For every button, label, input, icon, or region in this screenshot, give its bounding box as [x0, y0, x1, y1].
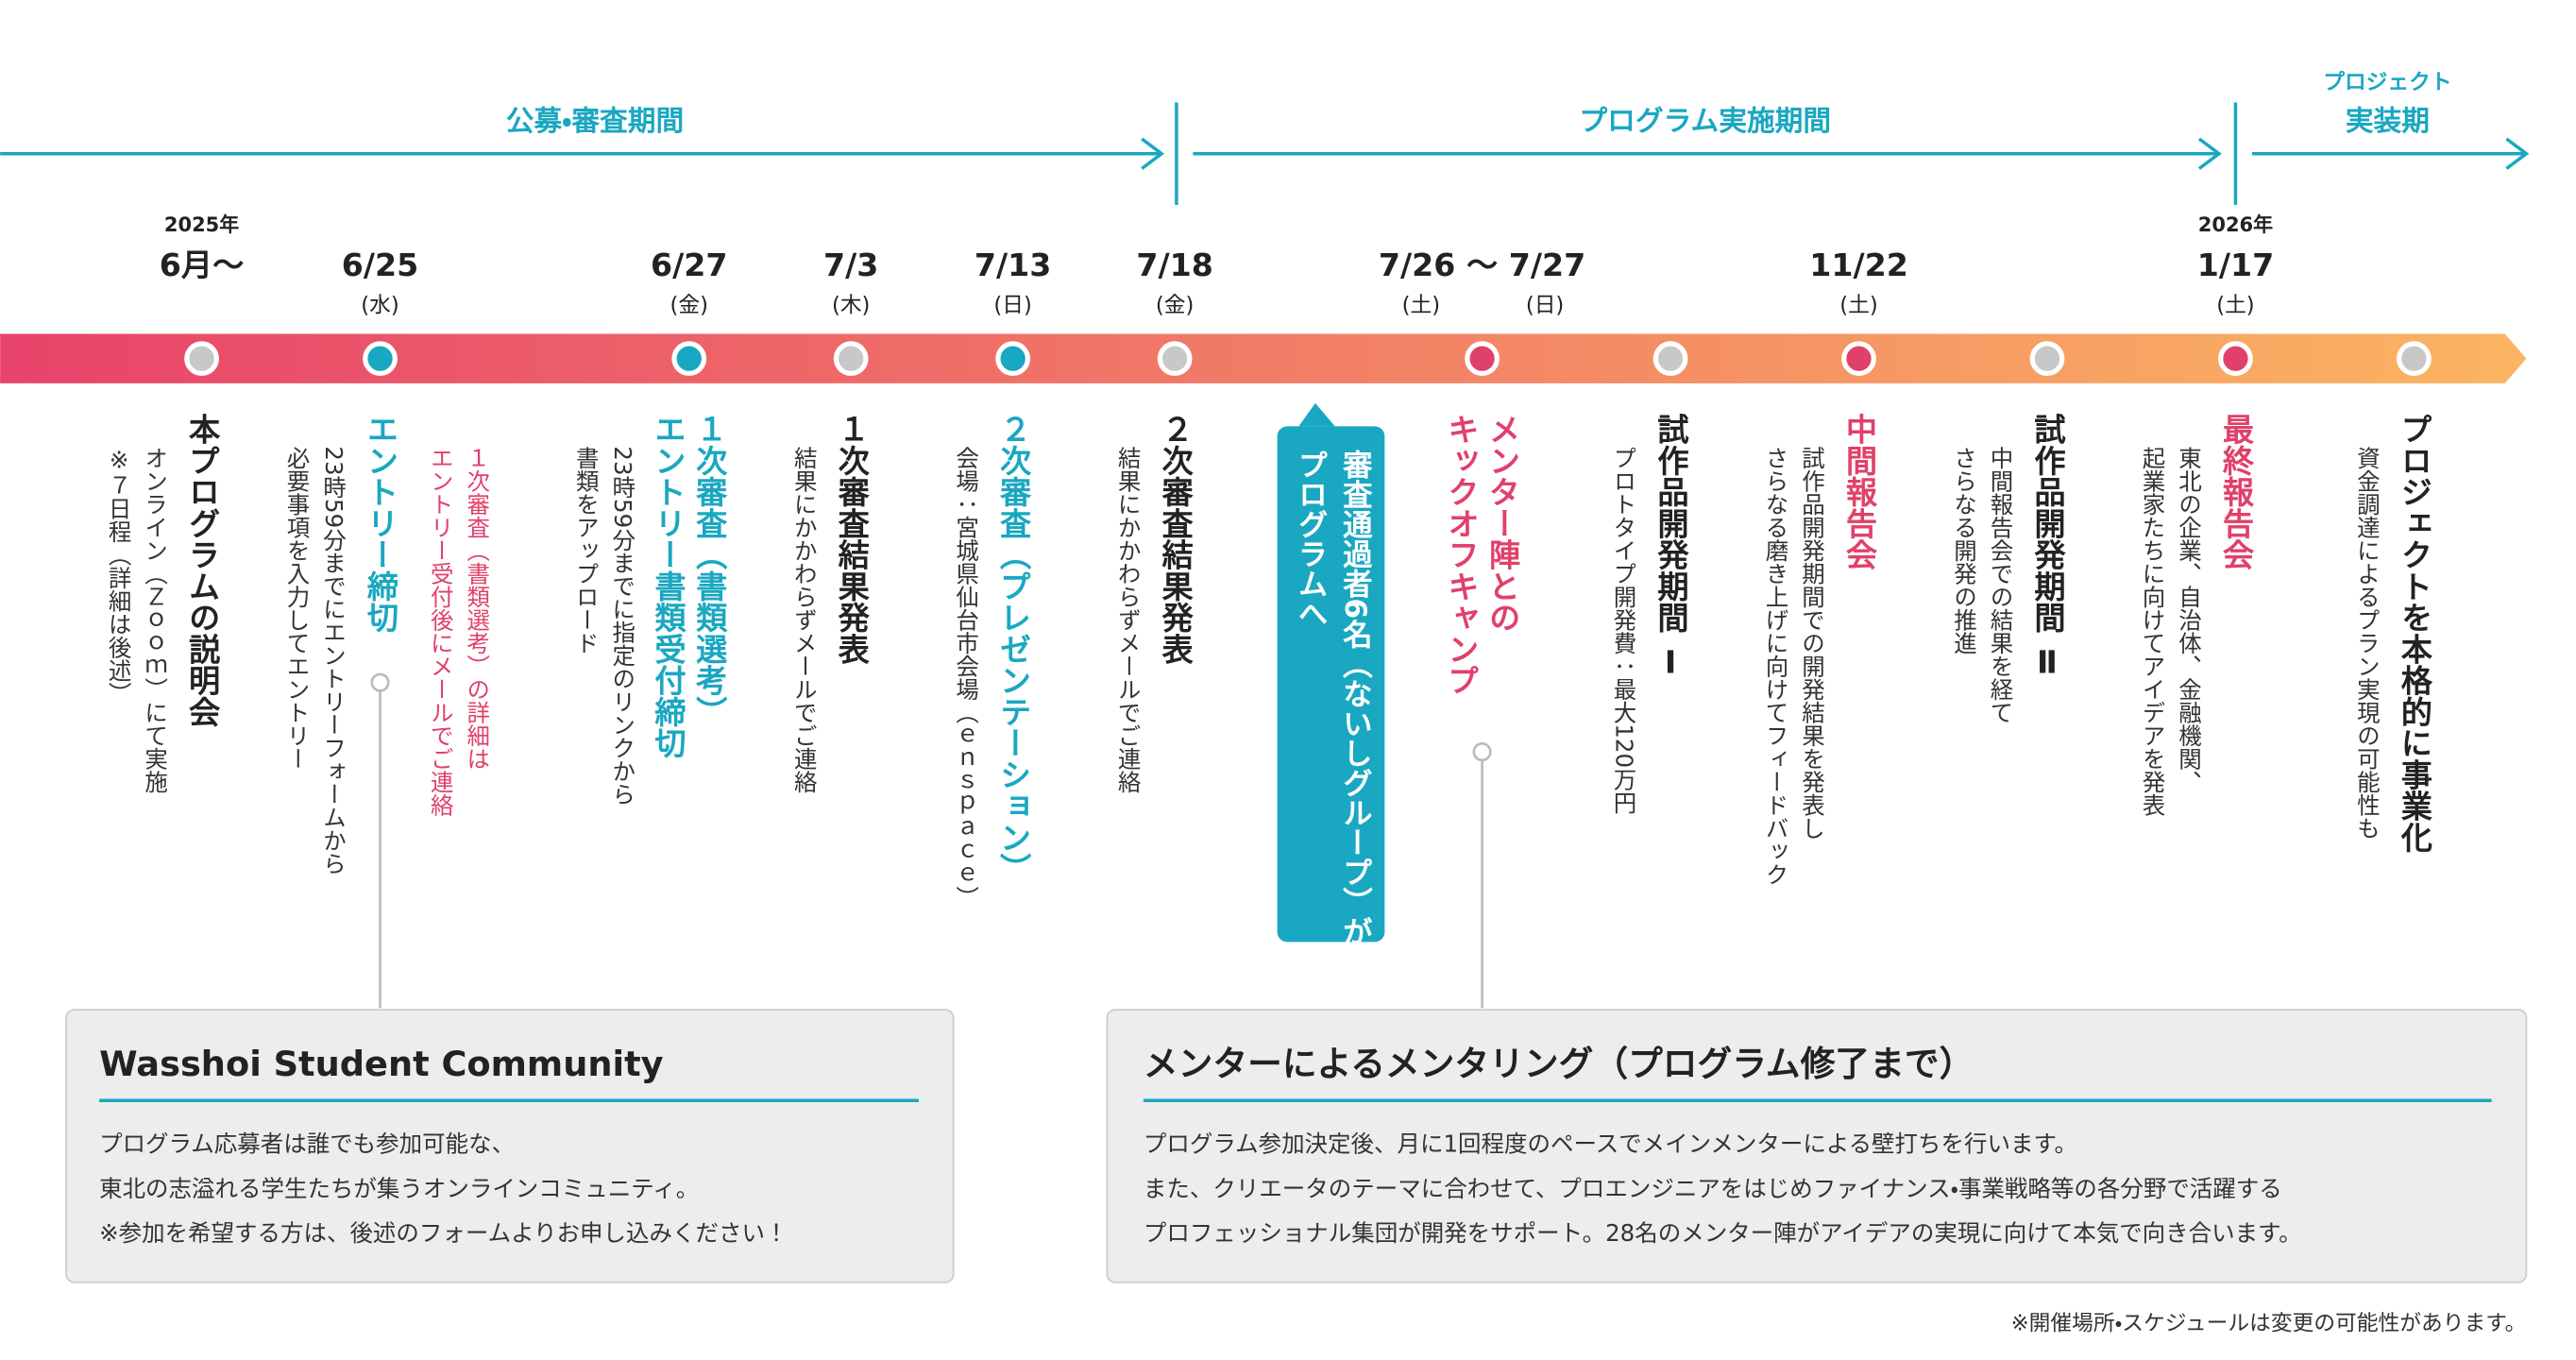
event-title: 試作品開発期間 Ⅰ [1652, 413, 1689, 680]
event-title: ２次審査結果発表 [1157, 413, 1195, 664]
date: 7/3 [823, 246, 878, 283]
box-text: また、クリエータのテーマに合わせて、プロエンジニアをはじめファイナンス・事業戦略… [1144, 1175, 2282, 1202]
year: 2025年 [164, 213, 239, 236]
date: 7/26 〜 7/27 [1379, 246, 1585, 283]
event-title: メンター陣との [1483, 413, 1520, 633]
callout-text: 審査通過者6名（ないしグループ）が [1338, 450, 1374, 946]
event-desc: エントリー受付後にメールでご連絡 [428, 446, 455, 816]
event-desc: 会場：宮城県仙台市会場（ｅｎｓｐａｃｅ） [953, 446, 980, 909]
event-desc: 23時59分までに指定のリンクから [609, 446, 636, 806]
weekday: (日) [993, 294, 1031, 318]
phase-arrows [0, 102, 2530, 205]
timeline-dot [671, 341, 707, 377]
date: 6/25 [342, 246, 419, 283]
event-title: １次審査（書類選考） [690, 413, 728, 726]
box-title: メンターによるメンタリング（プログラム修了まで） [1144, 1044, 1974, 1084]
timeline-dot [1652, 341, 1688, 377]
weekday: (土) [1402, 294, 1440, 318]
date: 1/17 [2197, 246, 2275, 283]
callout-text: プログラムへ [1294, 450, 1328, 628]
date: 7/13 [974, 246, 1052, 283]
event-desc: １次審査（書類選考）の詳細は [464, 446, 491, 770]
date: 6/27 [651, 246, 728, 283]
timeline-dot [1841, 341, 1876, 377]
weekday: (木) [832, 294, 870, 318]
event-desc: さらなる開発の推進 [1951, 446, 1978, 654]
year: 2026年 [2198, 213, 2273, 236]
phase-label: プログラム実施期間 [1579, 105, 1831, 138]
event-desc: 試作品開発期間での開発結果を発表し [1799, 446, 1826, 839]
box-text: ※参加を希望する方は、後述のフォームよりお申し込みください！ [99, 1219, 788, 1247]
phase-label: 実装期 [2346, 105, 2430, 138]
timeline-dot [1157, 341, 1193, 377]
timeline-dot [2397, 341, 2432, 377]
event-desc: 結果にかかわらずメールでご連絡 [1115, 446, 1143, 793]
weekday: (金) [669, 294, 707, 318]
timeline-dot [1465, 341, 1500, 377]
event-title: ２次審査（プレゼンテーション） [994, 413, 1032, 884]
event-desc: 中間報告会での結果を経て [1987, 446, 2014, 723]
timeline-bar [0, 333, 2527, 383]
box-title: Wasshoi Student Community [99, 1044, 664, 1084]
box-text: プロフェッショナル集団が開発をサポート。28名のメンター陣がアイデアの実現に向け… [1144, 1219, 2302, 1247]
timeline-dot [2029, 341, 2065, 377]
event-title: エントリー書類受付締切 [649, 413, 686, 759]
weekday: (水) [361, 294, 398, 318]
event-desc: 書類をアップロード [573, 446, 601, 654]
connector-dot [1472, 742, 1492, 762]
info-box [1106, 1009, 2528, 1284]
timeline-dot [2218, 341, 2253, 377]
event-desc: プロトタイプ開発費：最大120万円 [1611, 446, 1638, 814]
box-text: プログラム応募者は誰でも参加可能な、 [99, 1130, 515, 1158]
weekday: (金) [1156, 294, 1194, 318]
callout-pointer [1298, 402, 1335, 427]
date: 11/22 [1809, 246, 1908, 283]
event-desc: さらなる磨き上げに向けてフィードバック [1763, 446, 1790, 885]
date: 6月〜 [160, 246, 245, 283]
info-box [65, 1009, 955, 1284]
event-title: キックオフキャンプ [1442, 413, 1479, 695]
weekday: (日) [1526, 294, 1564, 318]
callout [1277, 426, 1385, 943]
weekday: (土) [2216, 294, 2254, 318]
box-text: 東北の志溢れる学生たちが集うオンラインコミュニティ。 [99, 1175, 699, 1202]
event-title: 試作品開発期間 Ⅱ [2028, 413, 2065, 680]
event-desc: 起業家たちに向けてアイデアを発表 [2139, 446, 2166, 816]
footnote: ※開催場所・スケジュールは変更の可能性があります。 [2011, 1312, 2527, 1336]
event-desc: 東北の企業、自治体、金融機関、 [2176, 446, 2203, 793]
event-title: プロジェクトを本格的に事業化 [2396, 413, 2433, 852]
event-desc: オンライン（Ｚｏｏｍ）にて実施 [142, 446, 169, 792]
event-desc: 資金調達によるプラン実現の可能性も [2354, 446, 2381, 840]
event-desc: ※７日程（詳細は後述） [106, 446, 133, 705]
box-text: プログラム参加決定後、月に1回程度のペースでメインメンターによる壁打ちを行います… [1144, 1130, 2077, 1158]
event-title: １次審査結果発表 [833, 413, 871, 664]
weekday: (土) [1839, 294, 1877, 318]
connector-dot [370, 672, 390, 692]
event-title: 本プログラムの説明会 [183, 413, 220, 727]
phase-label: プロジェクト [2323, 70, 2451, 94]
event-title: 最終報告会 [2217, 413, 2254, 570]
event-desc: 23時59分までにエントリーフォームから [320, 446, 347, 875]
event-desc: 必要事項を入力してエントリー [284, 446, 312, 770]
timeline-dot [995, 341, 1031, 377]
timeline-dot [184, 341, 219, 377]
event-desc: 結果にかかわらずメールでご連絡 [791, 446, 819, 793]
event-title: エントリー締切 [362, 413, 398, 634]
event-title: 中間報告会 [1840, 413, 1877, 570]
date: 7/18 [1136, 246, 1213, 283]
timeline-dot [833, 341, 869, 377]
phase-label: 公募・審査期間 [506, 105, 685, 138]
timeline-dot [363, 341, 398, 377]
